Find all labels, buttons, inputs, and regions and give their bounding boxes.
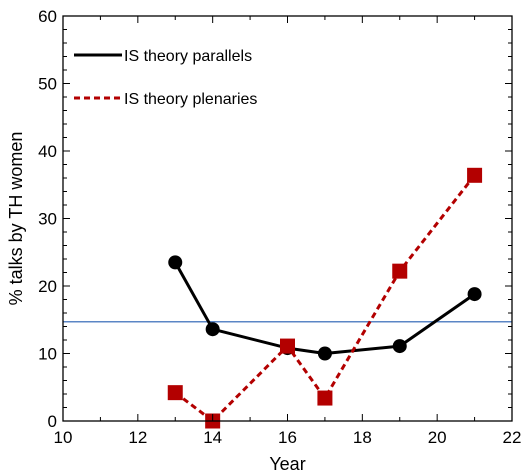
x-tick-label: 16: [278, 428, 297, 447]
x-tick-label: 20: [428, 428, 447, 447]
legend-entry-1: IS theory parallels: [74, 48, 252, 65]
series-line-1: [173, 261, 476, 355]
series-line-2: [174, 174, 476, 423]
x-tick-label: 10: [54, 428, 73, 447]
plot-frame: [62, 15, 513, 422]
y-tick-label: 50: [38, 75, 57, 94]
x-tick-label: 22: [503, 428, 522, 447]
y-tick-label: 0: [48, 412, 57, 431]
y-axis-label: % talks by TH women: [6, 132, 26, 306]
data-point: [168, 255, 183, 270]
data-point: [392, 339, 407, 354]
data-point: [167, 385, 183, 401]
legend-entry-2: IS theory plenaries: [74, 91, 257, 108]
data-point: [280, 338, 295, 354]
data-point: [467, 167, 483, 183]
data-point: [467, 287, 482, 302]
x-tick-label: 12: [128, 428, 147, 447]
x-tick-label: 14: [203, 428, 222, 447]
series-1: [168, 255, 482, 361]
x-tick-label: 18: [353, 428, 372, 447]
legend-label: IS theory plenaries: [124, 91, 257, 108]
data-point: [317, 346, 332, 361]
y-tick-label: 20: [38, 277, 57, 296]
y-tick-label: 60: [38, 7, 57, 26]
y-tick-label: 10: [38, 345, 57, 364]
y-tick-label: 30: [38, 210, 57, 229]
data-point: [205, 322, 220, 337]
data-point: [317, 390, 333, 406]
y-tick-label: 40: [38, 142, 57, 161]
data-point: [392, 263, 408, 279]
series-2: [167, 167, 483, 429]
x-axis-label: Year: [269, 454, 305, 474]
legend-label: IS theory parallels: [124, 48, 252, 65]
